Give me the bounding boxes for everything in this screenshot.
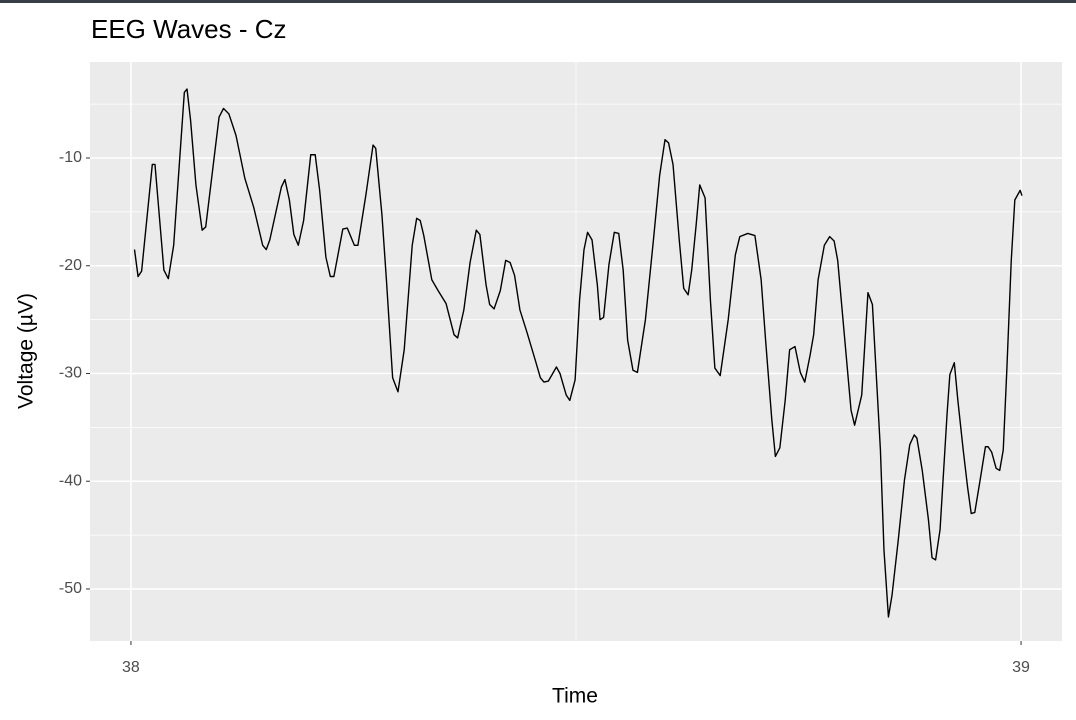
x-axis-title: Time: [552, 685, 598, 708]
chart-title: EEG Waves - Cz: [91, 14, 287, 44]
window-edge: [0, 0, 1076, 3]
y-tick-label: -50: [59, 580, 82, 597]
x-tick-label: 39: [1012, 659, 1030, 676]
y-tick-label: -30: [59, 365, 82, 382]
y-tick-label: -40: [59, 472, 82, 489]
data-line: [133, 88, 1023, 618]
y-axis-title: Voltage (µV): [15, 293, 38, 409]
y-tick-label: -10: [59, 149, 82, 166]
y-tick-label: -20: [59, 257, 82, 274]
x-tick-label: 38: [122, 659, 140, 676]
